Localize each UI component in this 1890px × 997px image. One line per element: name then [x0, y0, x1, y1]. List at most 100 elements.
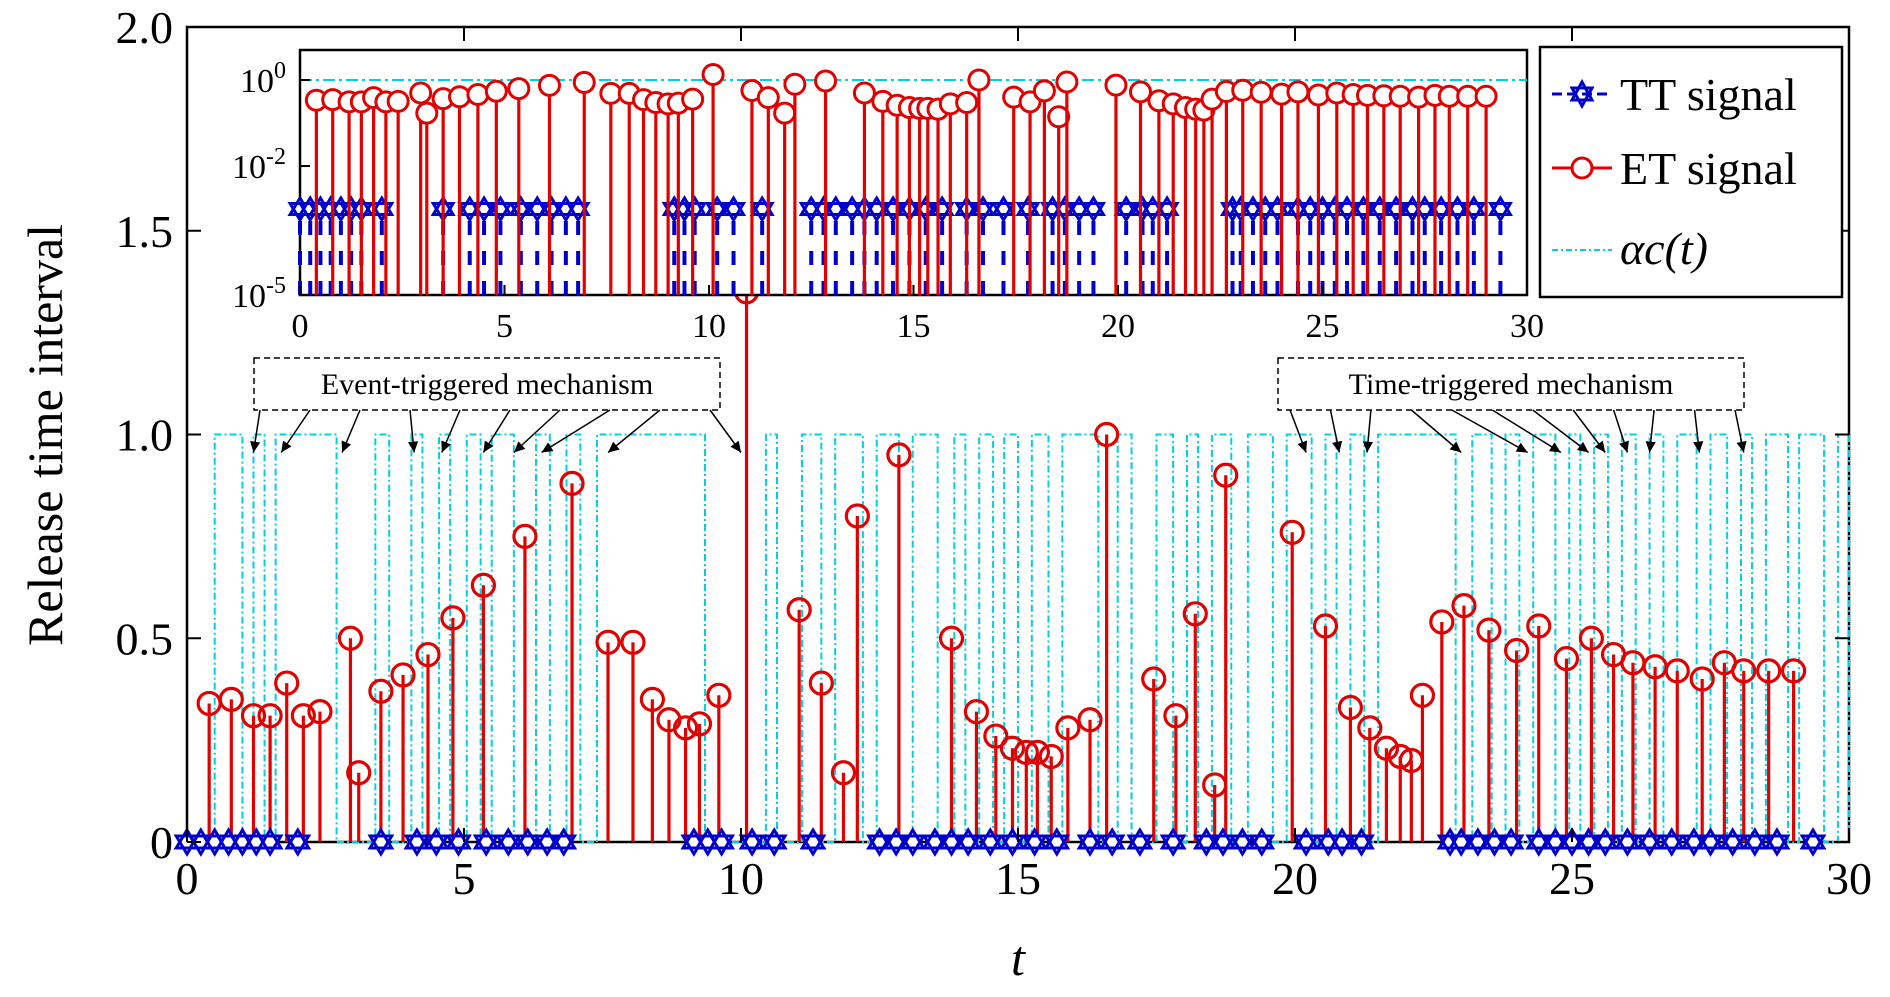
- inset-y-tick-label: 100: [240, 58, 286, 100]
- et-marker: [1451, 593, 1477, 619]
- event-arrow-head: [541, 442, 554, 453]
- tt-marker: [1613, 827, 1641, 857]
- et-marker: [886, 442, 912, 468]
- tt-marker: [1658, 827, 1686, 857]
- tt-marker: [1098, 827, 1126, 857]
- et-marker: [786, 597, 812, 623]
- tt-marker: [1043, 827, 1071, 857]
- legend-item-alpha: αc(t): [1552, 223, 1708, 274]
- annotation-event-text: Event-triggered mechanism: [321, 368, 653, 401]
- et-marker: [240, 703, 267, 729]
- inset-data-layer: [287, 62, 1527, 295]
- legend-tt-label: TT signal: [1620, 69, 1797, 120]
- event-arrow: [607, 409, 661, 454]
- tt-marker: [1741, 827, 1769, 857]
- et-marker: [1312, 613, 1339, 639]
- et-marker: [1055, 715, 1081, 741]
- inset-x-tick-label: 0: [292, 308, 309, 345]
- event-arrow-head: [341, 440, 352, 453]
- y-tick-label: 2.0: [116, 2, 174, 53]
- inset-et-marker: [537, 73, 561, 97]
- inset-et-marker: [681, 87, 705, 111]
- tt-marker: [1447, 827, 1475, 857]
- time-arrow-head: [1619, 440, 1629, 453]
- time-arrow: [1451, 409, 1529, 454]
- inset-tt-marker: [682, 195, 708, 223]
- tt-marker: [1159, 827, 1187, 857]
- inset-tt-marker: [990, 195, 1017, 223]
- et-marker: [686, 711, 713, 737]
- et-marker: [307, 698, 333, 725]
- tt-marker: [472, 827, 500, 857]
- inset-y-tick-label: 10-5: [232, 273, 286, 315]
- tt-marker: [1192, 827, 1220, 857]
- tt-marker: [1541, 827, 1569, 857]
- inset-et-marker: [967, 68, 991, 92]
- inset-y-tick-label: 10-2: [232, 144, 286, 186]
- et-marker: [1163, 703, 1189, 729]
- inset-tt-marker: [1487, 195, 1513, 223]
- time-arrow-head: [1297, 440, 1308, 453]
- inset-x-tick-label: 15: [897, 308, 931, 345]
- legend-tt-marker: [1569, 78, 1595, 102]
- time-arrow-head: [1332, 440, 1343, 453]
- et-marker: [620, 629, 646, 655]
- inset-x-tick-label: 25: [1306, 308, 1340, 345]
- event-arrow-head: [441, 440, 451, 453]
- event-arrow-head: [513, 441, 526, 453]
- y-tick-label: 0: [150, 817, 173, 868]
- inset-tt-marker: [508, 195, 534, 223]
- et-marker: [390, 662, 416, 688]
- inset-et-marker: [1231, 78, 1255, 102]
- et-marker: [368, 678, 394, 704]
- tt-marker: [882, 827, 910, 857]
- et-marker: [1664, 658, 1690, 684]
- tt-marker: [533, 827, 561, 857]
- legend-item-et: ET signal: [1552, 143, 1797, 194]
- et-marker: [290, 703, 316, 729]
- inset-et-marker: [783, 72, 807, 96]
- inset-tt-marker: [720, 195, 747, 223]
- inset-et-marker: [1249, 80, 1273, 104]
- et-marker: [257, 703, 283, 729]
- et-marker: [1077, 707, 1103, 733]
- tt-marker: [1292, 827, 1320, 857]
- et-marker: [274, 670, 300, 696]
- inset-x-tick-label: 10: [692, 308, 726, 345]
- et-marker: [1780, 658, 1807, 684]
- tt-marker: [1480, 827, 1508, 857]
- tt-marker: [367, 827, 395, 857]
- inset-et-marker: [1032, 79, 1056, 103]
- tt-marker: [1680, 827, 1708, 857]
- time-arrow: [1532, 409, 1590, 454]
- et-marker: [1526, 613, 1552, 639]
- annotation-time-triggered: Time-triggered mechanism: [1277, 357, 1745, 411]
- tt-marker: [1328, 827, 1356, 857]
- inset-et-marker: [386, 89, 410, 113]
- tt-marker: [1248, 827, 1276, 857]
- x-tick-label: 0: [176, 853, 199, 904]
- et-marker: [1357, 715, 1383, 741]
- et-marker: [1578, 625, 1604, 651]
- et-marker: [559, 470, 585, 496]
- time-arrow-head: [1693, 441, 1704, 453]
- inset-et-marker: [814, 69, 838, 93]
- tt-marker: [899, 827, 927, 857]
- inset-et-marker: [1104, 73, 1128, 97]
- event-arrow-head: [483, 440, 494, 453]
- tt-marker: [284, 827, 312, 857]
- inset-x-tick-label: 5: [496, 308, 513, 345]
- tt-marker: [954, 827, 982, 857]
- legend-et-marker: [1570, 156, 1594, 180]
- y-tick-label: 1.0: [116, 410, 174, 461]
- inset-x-tick-label: 30: [1510, 308, 1544, 345]
- et-marker: [1387, 743, 1413, 770]
- event-arrow: [541, 409, 611, 454]
- inset-et-marker: [415, 101, 439, 125]
- tt-marker: [1076, 827, 1104, 857]
- inset-et-marker: [701, 62, 725, 86]
- time-arrow-head: [1736, 440, 1747, 453]
- et-marker: [1429, 609, 1455, 635]
